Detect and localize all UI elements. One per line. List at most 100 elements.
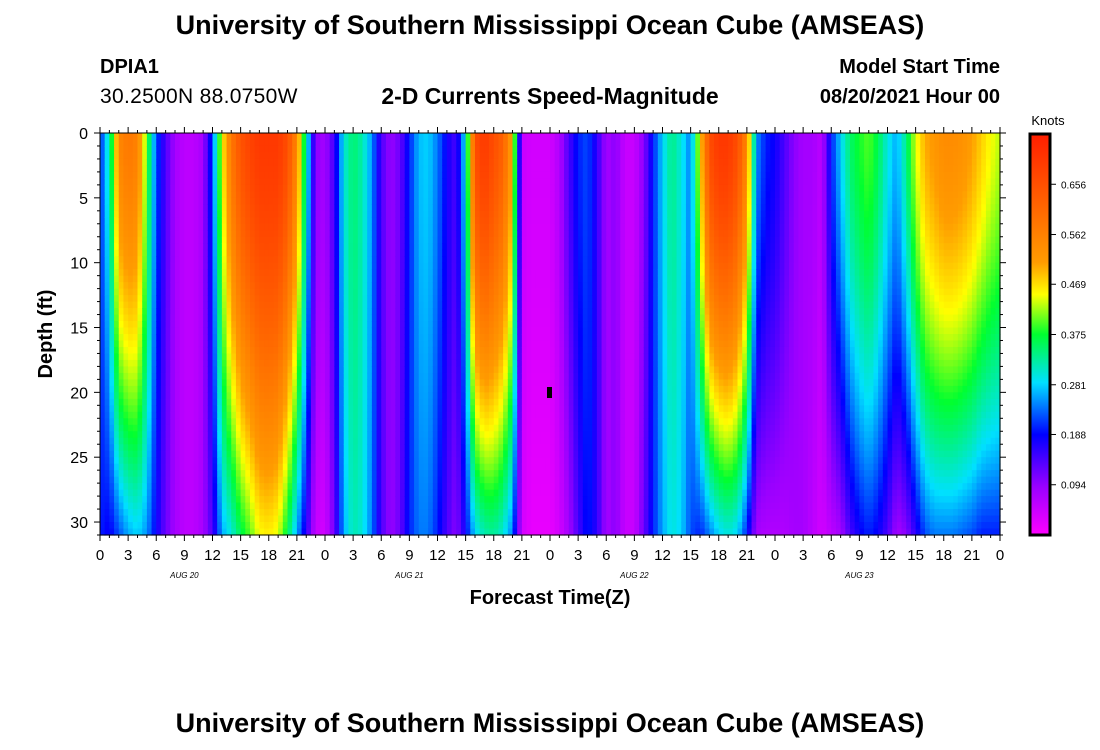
heatmap-cell	[254, 424, 260, 432]
heatmap-cell	[343, 340, 350, 348]
heatmap-cell	[268, 223, 275, 231]
heatmap-cell	[128, 288, 134, 296]
heatmap-cell	[465, 230, 471, 238]
heatmap-cell	[301, 340, 307, 348]
heatmap-cell	[221, 243, 228, 251]
heatmap-cell	[156, 301, 162, 309]
heatmap-cell	[273, 321, 279, 329]
heatmap-cell	[231, 256, 237, 264]
heatmap-cell	[465, 288, 471, 296]
heatmap-cell	[146, 405, 153, 413]
heatmap-cell	[404, 314, 410, 322]
heatmap-cell	[198, 405, 204, 413]
heatmap-cell	[146, 359, 153, 368]
heatmap-cell	[100, 359, 106, 368]
heatmap-cell	[353, 457, 359, 465]
heatmap-cell	[428, 210, 434, 218]
heatmap-cell	[170, 282, 176, 290]
heatmap-cell	[207, 210, 214, 218]
heatmap-cell	[240, 346, 246, 355]
heatmap-cell	[231, 223, 237, 231]
heatmap-cell	[339, 191, 345, 199]
heatmap-cell	[142, 515, 148, 523]
heatmap-cell	[414, 405, 420, 413]
heatmap-cell	[339, 385, 345, 393]
heatmap-cell	[446, 282, 453, 290]
heatmap-cell	[264, 418, 270, 426]
heatmap-cell	[207, 496, 214, 504]
heatmap-cell	[296, 197, 303, 205]
heatmap-cell	[123, 178, 129, 186]
heatmap-cell	[212, 236, 218, 244]
heatmap-cell	[132, 334, 139, 342]
heatmap-cell	[193, 483, 200, 491]
heatmap-cell	[320, 295, 326, 303]
heatmap-cell	[306, 424, 312, 432]
heatmap-cell	[250, 522, 256, 530]
heatmap-cell	[409, 496, 415, 504]
heatmap-cell	[268, 314, 275, 322]
heatmap-cell	[245, 353, 251, 361]
heatmap-cell	[329, 243, 335, 251]
heatmap-cell	[460, 184, 467, 192]
heatmap-cell	[329, 463, 335, 471]
heatmap-cell	[231, 463, 237, 471]
heatmap-cell	[160, 262, 167, 270]
heatmap-cell	[423, 476, 429, 484]
heatmap-cell	[357, 269, 364, 277]
heatmap-cell	[362, 165, 368, 173]
heatmap-cell	[339, 139, 345, 147]
heatmap-cell	[231, 372, 237, 380]
heatmap-cell	[165, 418, 171, 426]
heatmap-cell	[165, 366, 171, 374]
heatmap-cell	[240, 301, 246, 309]
heatmap-cell	[465, 282, 471, 290]
heatmap-cell	[409, 483, 415, 491]
heatmap-cell	[217, 359, 223, 368]
heatmap-cell	[231, 450, 237, 458]
heatmap-cell	[207, 411, 214, 419]
heatmap-cell	[348, 210, 354, 218]
heatmap-cell	[362, 145, 368, 154]
heatmap-cell	[137, 437, 143, 445]
heatmap-cell	[100, 385, 106, 393]
heatmap-cell	[250, 431, 256, 439]
heatmap-cell	[146, 301, 153, 309]
heatmap-cell	[189, 398, 195, 406]
heatmap-cell	[451, 158, 457, 167]
heatmap-cell	[404, 431, 410, 439]
heatmap-cell	[404, 366, 410, 374]
heatmap-cell	[362, 178, 368, 186]
heatmap-cell	[329, 217, 335, 225]
heatmap-cell	[259, 424, 265, 432]
heatmap-cell	[207, 366, 214, 374]
heatmap-cell	[320, 431, 326, 439]
heatmap-cell	[212, 314, 218, 322]
heatmap-cell	[404, 528, 410, 536]
heatmap-cell	[198, 327, 204, 335]
heatmap-cell	[362, 230, 368, 238]
heatmap-cell	[381, 165, 387, 173]
heatmap-cell	[175, 346, 181, 355]
heatmap-cell	[296, 463, 303, 471]
heatmap-cell	[385, 359, 392, 368]
heatmap-cell	[221, 282, 228, 290]
heatmap-cell	[409, 223, 415, 231]
heatmap-cell	[235, 178, 242, 186]
heatmap-cell	[353, 379, 359, 387]
heatmap-cell	[264, 528, 270, 536]
heatmap-cell	[423, 204, 429, 212]
heatmap-cell	[446, 178, 453, 186]
heatmap-cell	[137, 405, 143, 413]
heatmap-cell	[100, 372, 106, 380]
heatmap-cell	[193, 509, 200, 517]
heatmap-cell	[226, 334, 232, 342]
heatmap-cell	[334, 133, 340, 141]
heatmap-cell	[118, 483, 125, 491]
heatmap-cell	[100, 301, 106, 309]
heatmap-cell	[409, 288, 415, 296]
heatmap-cell	[334, 249, 340, 257]
heatmap-cell	[165, 158, 171, 167]
heatmap-cell	[325, 269, 331, 277]
heatmap-cell	[409, 457, 415, 465]
